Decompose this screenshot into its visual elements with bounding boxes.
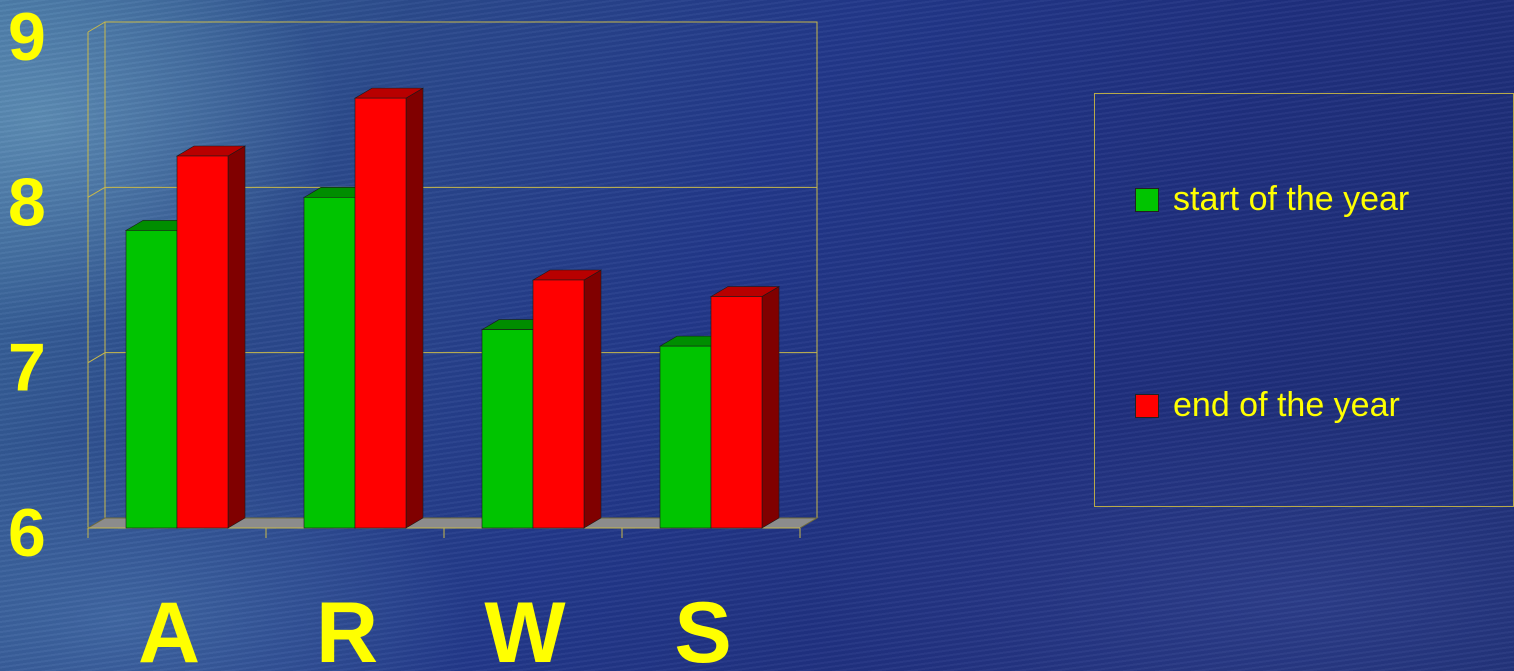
- legend-swatch-end-of-the-year: [1135, 393, 1159, 418]
- bar-side-r-end-of-the-year: [405, 87, 424, 529]
- bar-r-end-of-the-year: [354, 97, 407, 529]
- x-tick-label-w: W: [484, 585, 566, 671]
- left-wall-top-edge: [87, 21, 106, 33]
- back-wall: [104, 21, 818, 518]
- bar-side-w-end-of-the-year: [583, 269, 602, 529]
- legend-item-end-of-the-year: end of the year: [1135, 386, 1400, 425]
- bar-side-a-end-of-the-year: [227, 145, 246, 529]
- x-tick-label-a: A: [138, 585, 200, 671]
- x-tick-label-s: S: [674, 585, 731, 671]
- legend-label-start-of-the-year: start of the year: [1173, 180, 1410, 218]
- y-tick-label-9: 9: [8, 0, 46, 75]
- bar-chart: 6 7 8 9 A R W S: [8, 0, 819, 671]
- gridline-side-7: [87, 352, 106, 364]
- bar-s-start-of-the-year: [659, 345, 712, 529]
- y-tick-label-8: 8: [8, 164, 46, 240]
- legend-swatch-start-of-the-year: [1135, 187, 1159, 212]
- x-tick-label-r: R: [316, 585, 378, 671]
- legend: start of the year end of the year: [1094, 93, 1514, 507]
- legend-item-start-of-the-year: start of the year: [1135, 180, 1409, 219]
- legend-label-end-of-the-year: end of the year: [1173, 386, 1400, 424]
- bar-s-end-of-the-year: [710, 296, 763, 529]
- bar-a-start-of-the-year: [125, 230, 178, 529]
- bar-w-end-of-the-year: [532, 279, 585, 529]
- y-tick-label-6: 6: [8, 495, 46, 571]
- gridline-side-8: [87, 186, 106, 198]
- bar-r-start-of-the-year: [303, 197, 356, 529]
- bar-a-end-of-the-year: [176, 155, 229, 529]
- bar-side-s-end-of-the-year: [761, 286, 780, 529]
- bar-w-start-of-the-year: [481, 329, 534, 529]
- y-tick-label-7: 7: [8, 330, 46, 406]
